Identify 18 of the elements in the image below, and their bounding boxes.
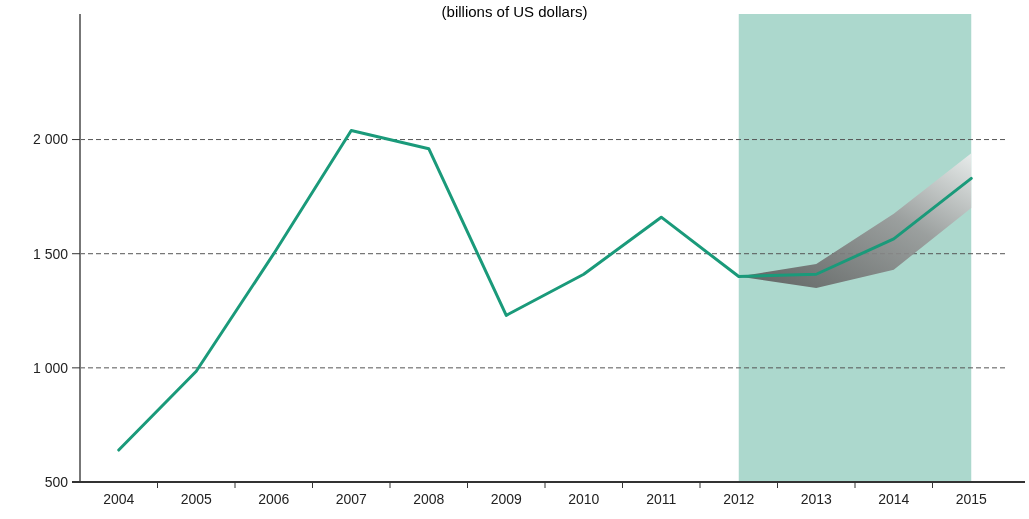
x-tick-label: 2010: [568, 491, 600, 507]
y-tick-label: 1 000: [32, 359, 69, 376]
x-tick-label: 2007: [335, 491, 368, 507]
x-tick-label: 2015: [955, 491, 988, 507]
y-tick-label: 2 000: [32, 131, 69, 148]
x-tick-label: 2011: [646, 491, 677, 507]
x-tick-label: 2008: [413, 491, 445, 507]
x-tick-label: 2013: [800, 491, 833, 507]
x-tick-label: 2009: [490, 491, 523, 507]
chart-title: (billions of US dollars): [441, 3, 588, 21]
line-series: [117, 128, 973, 452]
x-tick-label: 2005: [180, 491, 213, 507]
x-tick-label: 2014: [878, 491, 910, 507]
y-tick-label: 1 500: [32, 245, 69, 262]
x-tick-label: 2004: [103, 491, 135, 507]
x-tick-label: 2006: [258, 491, 290, 507]
x-tick-label: 2012: [723, 491, 755, 507]
y-tick-label: 500: [44, 473, 69, 490]
